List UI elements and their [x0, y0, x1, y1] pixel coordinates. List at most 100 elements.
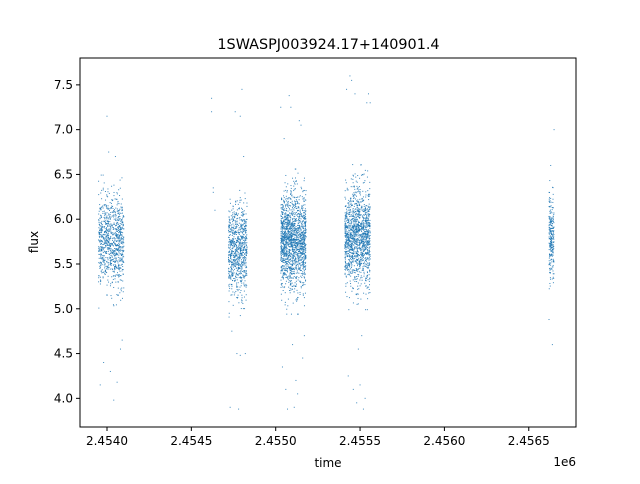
data-point: [367, 206, 369, 208]
data-point: [356, 200, 358, 202]
data-point: [363, 173, 365, 175]
data-point: [363, 265, 365, 267]
data-point: [289, 226, 291, 228]
data-point: [367, 237, 369, 239]
data-point: [356, 303, 358, 305]
data-point: [348, 297, 350, 299]
data-point: [116, 230, 118, 232]
data-point: [294, 205, 296, 207]
data-point: [302, 228, 304, 230]
data-point: [236, 246, 238, 248]
data-point: [344, 236, 346, 238]
data-point: [366, 240, 368, 242]
data-point: [298, 243, 300, 245]
data-point: [102, 237, 104, 239]
data-point: [113, 242, 115, 244]
data-point: [107, 232, 109, 234]
data-point: [351, 259, 353, 261]
data-point: [236, 297, 238, 298]
data-point: [367, 279, 369, 281]
data-point: [293, 268, 295, 270]
data-point: [123, 242, 125, 244]
data-point: [362, 252, 364, 254]
data-point: [287, 217, 289, 219]
data-point: [244, 275, 246, 277]
data-point: [352, 226, 354, 228]
data-point: [345, 251, 347, 253]
data-point: [106, 284, 108, 286]
data-point: [344, 268, 346, 270]
data-point: [238, 251, 240, 253]
data-point: [365, 263, 367, 265]
data-point: [284, 262, 286, 264]
data-point: [348, 230, 350, 232]
data-point: [303, 212, 305, 214]
data-point: [109, 208, 111, 210]
data-point: [352, 253, 354, 255]
data-point: [288, 240, 290, 242]
data-point: [106, 217, 108, 219]
data-point: [241, 294, 243, 296]
data-point: [549, 212, 551, 214]
data-point: [348, 263, 350, 265]
data-point: [364, 282, 366, 284]
data-point: [302, 268, 304, 270]
data-point: [243, 213, 245, 215]
data-point: [301, 205, 303, 207]
data-point: [303, 247, 305, 249]
data-point: [356, 293, 358, 295]
data-point: [231, 273, 233, 275]
data-point: [234, 111, 236, 113]
data-point: [121, 222, 123, 224]
data-point: [231, 226, 233, 228]
data-point: [228, 210, 230, 212]
data-point: [351, 222, 353, 224]
data-point: [112, 275, 114, 277]
data-point: [553, 212, 555, 214]
data-point: [285, 262, 287, 264]
data-point: [355, 256, 357, 258]
data-point: [118, 248, 120, 250]
data-point: [351, 290, 353, 292]
data-point: [120, 260, 121, 262]
data-point: [367, 234, 369, 236]
data-point: [245, 261, 247, 263]
data-point: [366, 252, 368, 254]
data-point: [361, 277, 363, 279]
data-point: [285, 219, 287, 221]
data-point: [99, 233, 101, 235]
data-point: [300, 238, 302, 240]
data-point: [101, 264, 103, 266]
data-point: [104, 244, 106, 246]
data-point: [244, 257, 246, 259]
data-point: [233, 246, 235, 248]
data-point: [290, 224, 292, 226]
data-point: [347, 243, 349, 245]
data-point: [233, 227, 235, 229]
data-point: [354, 243, 356, 245]
data-point: [291, 237, 292, 239]
data-point: [292, 248, 294, 250]
data-point: [230, 243, 232, 245]
data-point: [291, 234, 293, 236]
data-point: [243, 242, 245, 244]
data-point: [368, 241, 370, 243]
data-point: [350, 283, 352, 285]
data-point: [301, 205, 303, 207]
data-point: [280, 247, 282, 249]
data-point: [304, 213, 306, 215]
data-point: [283, 200, 285, 202]
data-point: [366, 219, 368, 221]
data-point: [297, 296, 299, 298]
data-point: [354, 243, 356, 245]
data-point: [548, 249, 550, 251]
data-point: [295, 379, 297, 381]
data-point: [118, 243, 120, 245]
data-point: [304, 233, 306, 235]
data-point: [280, 254, 282, 256]
data-point: [237, 232, 239, 234]
data-point: [117, 249, 119, 251]
data-point: [363, 232, 365, 234]
data-point: [345, 229, 347, 231]
data-point: [122, 280, 124, 282]
